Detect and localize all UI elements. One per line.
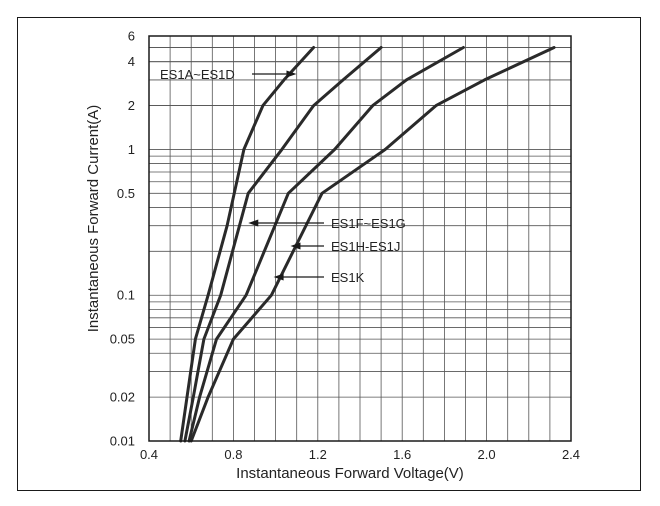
- annotation-arrowhead: [273, 273, 284, 281]
- y-tick-label: 0.02: [110, 390, 135, 405]
- x-tick-label: 2.0: [478, 447, 496, 462]
- tick-labels: 0.4 0.8 1.2 1.6 2.0 2.4 0.01 0.02 0.05 0.1 0.5 1 2 4 6: [110, 29, 580, 463]
- plot-border: [148, 35, 572, 442]
- chart-frame: [17, 17, 641, 491]
- annotation-arrowhead: [286, 70, 297, 78]
- y-tick-label: 2: [128, 98, 135, 113]
- x-tick-label: 1.2: [309, 447, 327, 462]
- y-tick-label: 0.01: [110, 434, 135, 449]
- curves: [179, 46, 556, 443]
- y-tick-label: 6: [128, 29, 135, 44]
- x-tick-label: 0.8: [224, 447, 242, 462]
- y-tick-label: 0.05: [110, 332, 135, 347]
- curve-es1a-es1d: [179, 46, 316, 443]
- y-tick-label: 4: [128, 54, 135, 69]
- annotations: ES1A~ES1D ES1F~ES1G ES1H-ES1J ES1K: [160, 67, 406, 285]
- y-tick-label: 0.5: [117, 186, 135, 201]
- curve-es1k: [189, 46, 556, 443]
- curve-es1f-es1g: [183, 46, 383, 443]
- x-tick-label: 0.4: [140, 447, 158, 462]
- annotation-arrowhead: [290, 242, 301, 250]
- y-axis-label: Instantaneous Forward Current(A): [85, 105, 102, 333]
- y-tick-label: 0.1: [117, 288, 135, 303]
- x-tick-label: 1.6: [393, 447, 411, 462]
- annotation-arrowhead: [248, 219, 259, 227]
- x-tick-label: 2.4: [562, 447, 580, 462]
- annotation-label: ES1K: [331, 270, 365, 285]
- x-axis-label: Instantaneous Forward Voltage(V): [236, 465, 464, 482]
- annotation-label: ES1A~ES1D: [160, 67, 235, 82]
- y-tick-label: 1: [128, 142, 135, 157]
- annotation-label: ES1H-ES1J: [331, 239, 400, 254]
- curve-es1h-es1j: [187, 46, 465, 443]
- annotation-label: ES1F~ES1G: [331, 216, 406, 231]
